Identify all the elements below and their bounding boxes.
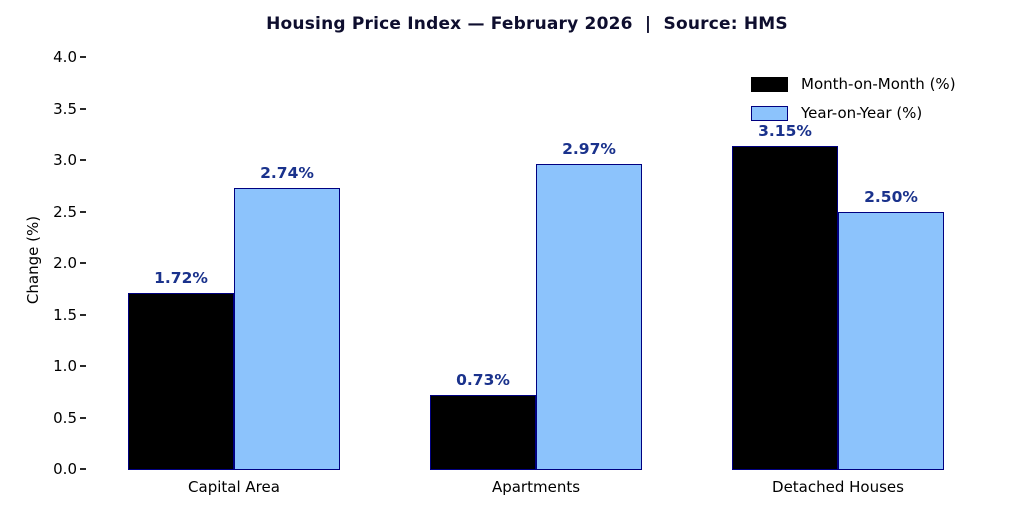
value-label-mom-2: 3.15% bbox=[758, 122, 812, 140]
legend-swatch-mom bbox=[751, 76, 788, 92]
chart-title: Housing Price Index — February 2026 | So… bbox=[266, 14, 788, 34]
legend-item-mom: Month-on-Month (%) bbox=[751, 75, 956, 93]
y-tick-label: 4.0 bbox=[53, 48, 77, 66]
y-tick-mark bbox=[80, 107, 86, 110]
y-tick-mark bbox=[80, 262, 86, 264]
legend-label-yoy: Year-on-Year (%) bbox=[801, 104, 923, 122]
value-label-mom-0: 1.72% bbox=[154, 269, 208, 287]
bar-mom-1 bbox=[430, 395, 536, 470]
x-category-label: Detached Houses bbox=[772, 478, 904, 496]
y-tick-mark bbox=[80, 468, 86, 470]
bar-yoy-0 bbox=[234, 188, 340, 470]
y-tick-mark bbox=[80, 365, 86, 367]
value-label-yoy-2: 2.50% bbox=[864, 188, 918, 206]
y-tick-mark bbox=[80, 313, 86, 316]
y-tick-label: 2.0 bbox=[53, 254, 77, 272]
y-tick-mark bbox=[80, 210, 86, 213]
y-tick-mark bbox=[80, 56, 86, 58]
x-category-label: Capital Area bbox=[188, 478, 280, 496]
bar-mom-2 bbox=[732, 146, 838, 470]
legend-swatch-yoy bbox=[751, 105, 788, 121]
y-tick-label: 2.5 bbox=[53, 202, 77, 221]
y-tick-label: 0.5 bbox=[53, 408, 77, 427]
value-label-yoy-0: 2.74% bbox=[260, 164, 314, 182]
y-tick-label: 1.5 bbox=[53, 305, 77, 324]
y-tick-label: 1.0 bbox=[53, 357, 77, 375]
y-tick-mark bbox=[80, 416, 86, 419]
y-tick-label: 3.0 bbox=[53, 151, 77, 169]
value-label-mom-1: 0.73% bbox=[456, 371, 510, 389]
y-tick-label: 3.5 bbox=[53, 99, 77, 118]
legend-item-yoy: Year-on-Year (%) bbox=[751, 104, 956, 122]
bar-yoy-2 bbox=[838, 212, 944, 470]
value-label-yoy-1: 2.97% bbox=[562, 140, 616, 158]
legend-label-mom: Month-on-Month (%) bbox=[801, 75, 956, 93]
y-tick-mark bbox=[80, 159, 86, 161]
x-category-label: Apartments bbox=[491, 478, 581, 496]
y-tick-label: 0.0 bbox=[53, 460, 77, 478]
bar-mom-0 bbox=[128, 293, 234, 470]
legend: Month-on-Month (%) Year-on-Year (%) bbox=[751, 75, 956, 122]
bar-yoy-1 bbox=[536, 164, 642, 470]
